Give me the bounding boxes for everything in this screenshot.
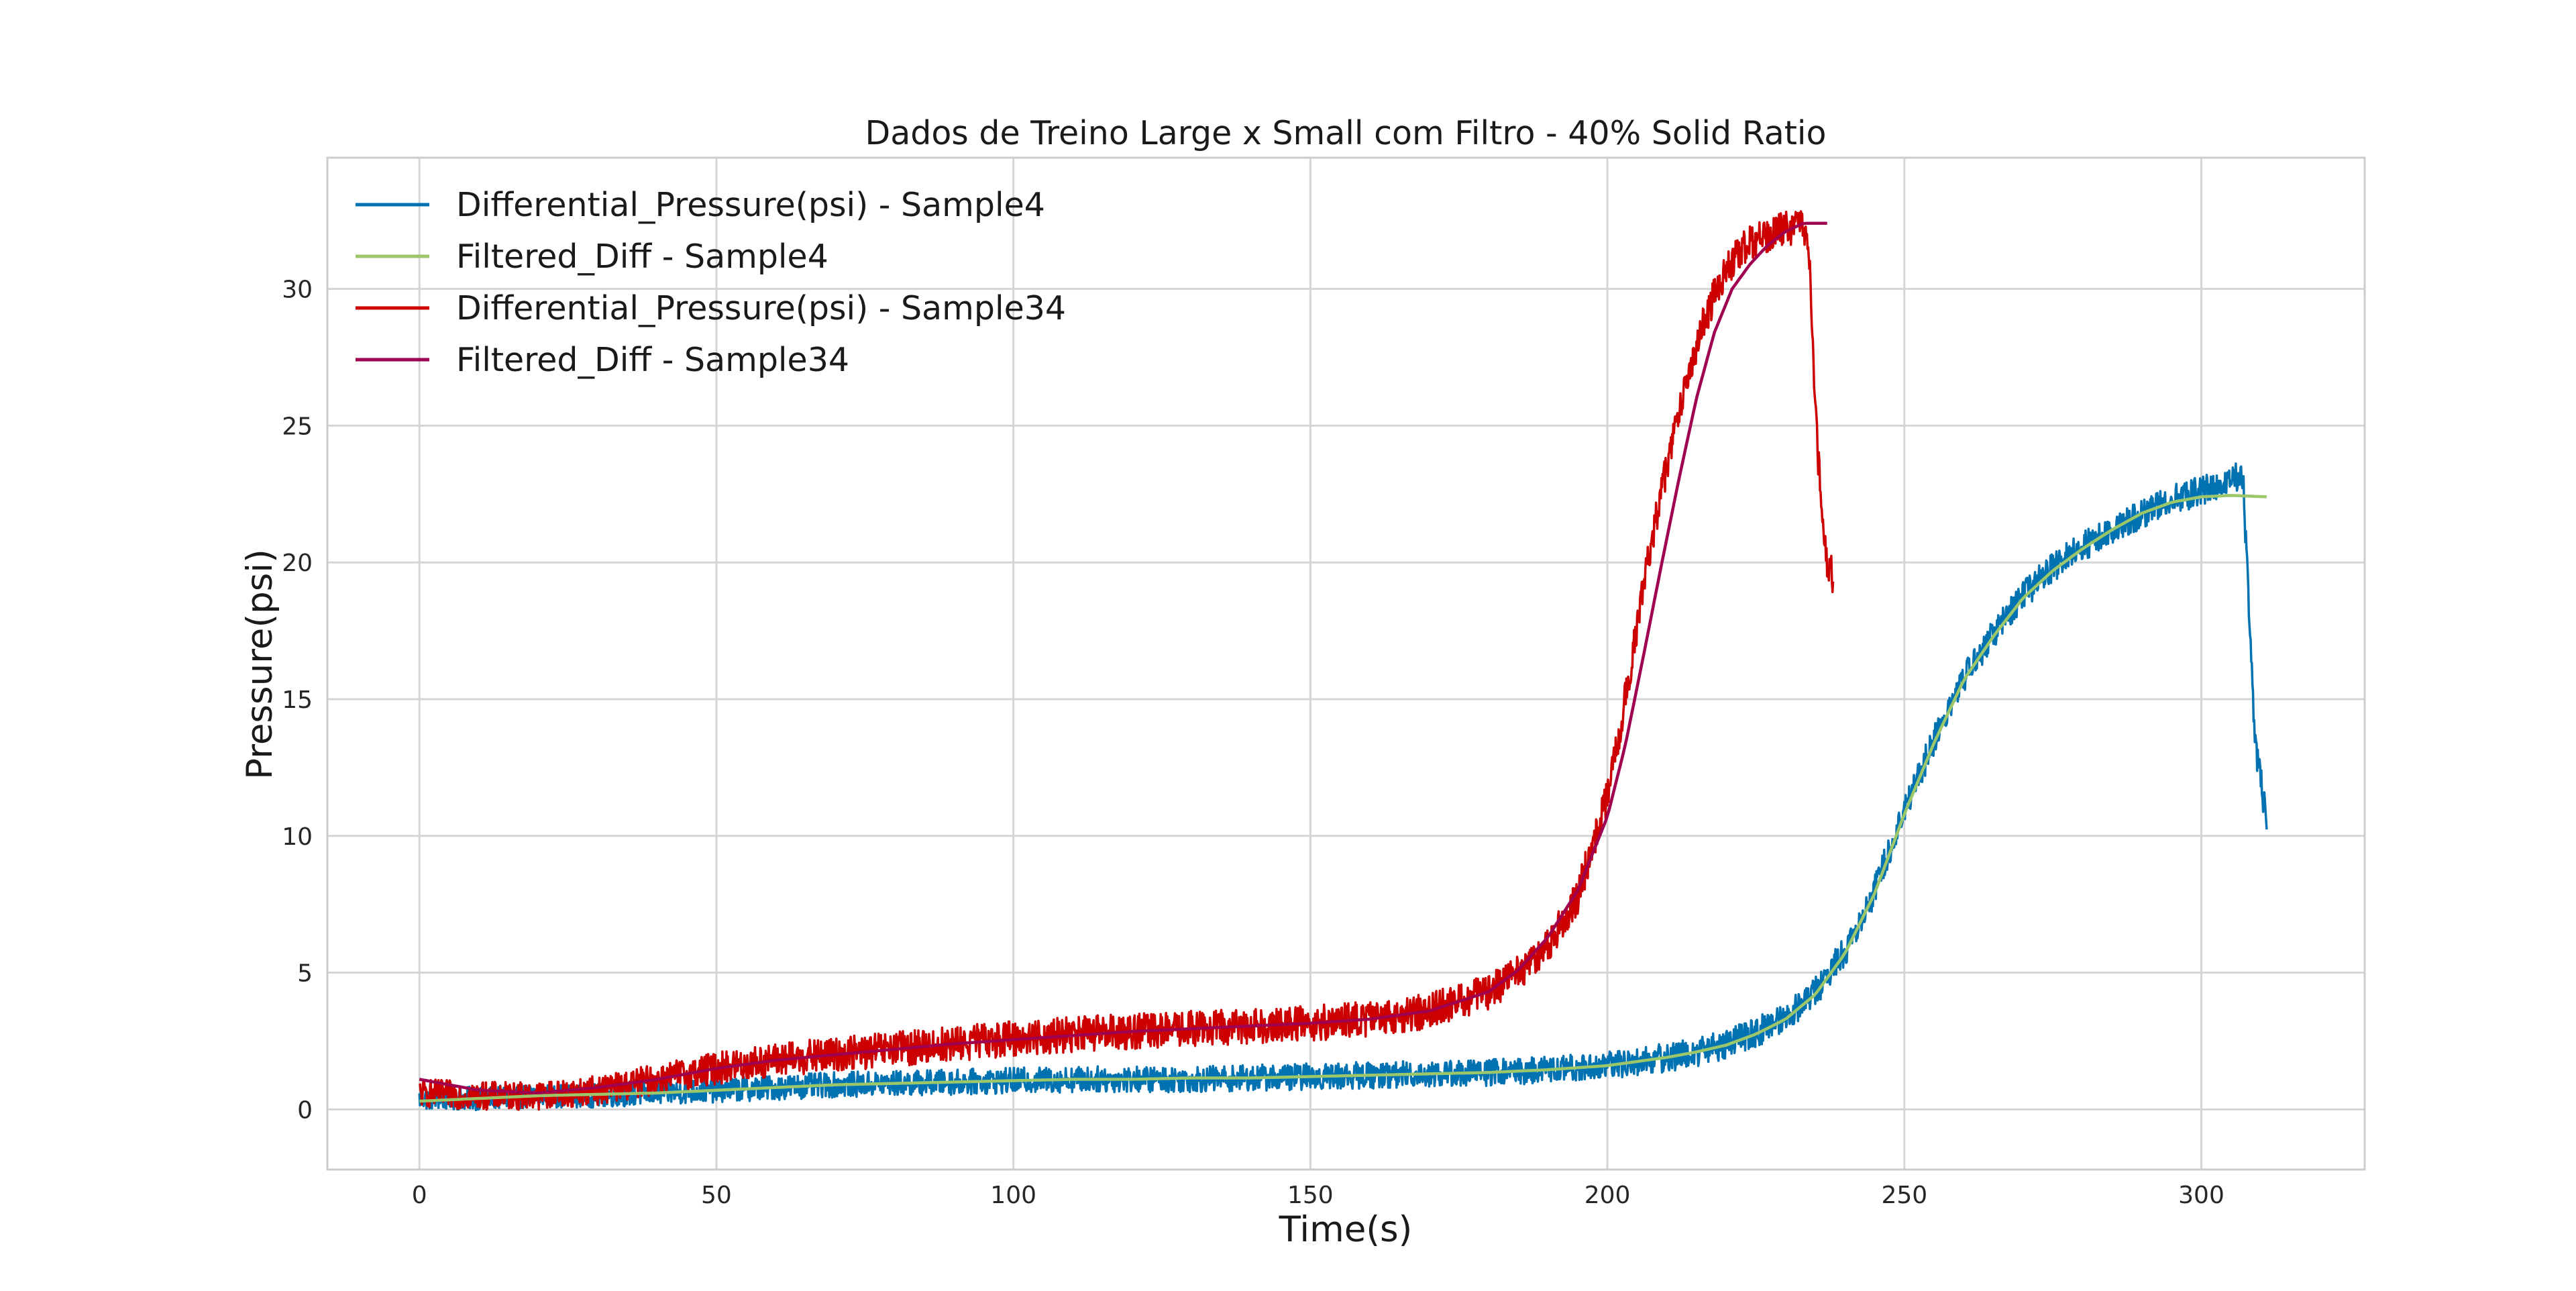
x-tick-label: 200 [1585, 1182, 1631, 1209]
y-tick-label: 15 [282, 686, 313, 714]
y-axis-label: Pressure(psi) [239, 549, 280, 780]
x-axis-label: Time(s) [1279, 1209, 1413, 1250]
tick-labels: 0 50 100 150 200 250 300 0 5 10 15 20 25 30 [282, 276, 2224, 1209]
x-tick-label: 100 [990, 1182, 1036, 1209]
grid [327, 158, 2365, 1170]
x-tick-label: 50 [701, 1182, 732, 1209]
x-tick-label: 0 [412, 1182, 427, 1209]
plot-frame [326, 156, 2366, 1171]
legend-entry-2: Differential_Pressure(psi) - Sample34 [456, 289, 1066, 327]
series-layer [418, 210, 2268, 1112]
series-line-3 [419, 221, 1827, 1095]
legend: Differential_Pressure(psi) - Sample4 Filt… [356, 186, 1066, 379]
y-tick-label: 25 [282, 413, 313, 440]
chart-title: Dados de Treino Large x Small com Filtro… [865, 114, 1826, 152]
legend-entry-1: Filtered_Diff - Sample4 [456, 238, 828, 276]
x-tick-label: 300 [2178, 1182, 2224, 1209]
series-line-1 [419, 494, 2267, 1103]
y-tick-label: 10 [282, 823, 313, 851]
y-tick-label: 30 [282, 276, 313, 304]
legend-entry-3: Filtered_Diff - Sample34 [456, 341, 849, 379]
y-tick-label: 0 [297, 1096, 313, 1124]
y-tick-label: 5 [297, 960, 313, 988]
y-tick-label: 20 [282, 550, 313, 577]
x-tick-label: 250 [1881, 1182, 1927, 1209]
x-tick-label: 150 [1287, 1182, 1334, 1209]
legend-entry-0: Differential_Pressure(psi) - Sample4 [456, 186, 1045, 224]
